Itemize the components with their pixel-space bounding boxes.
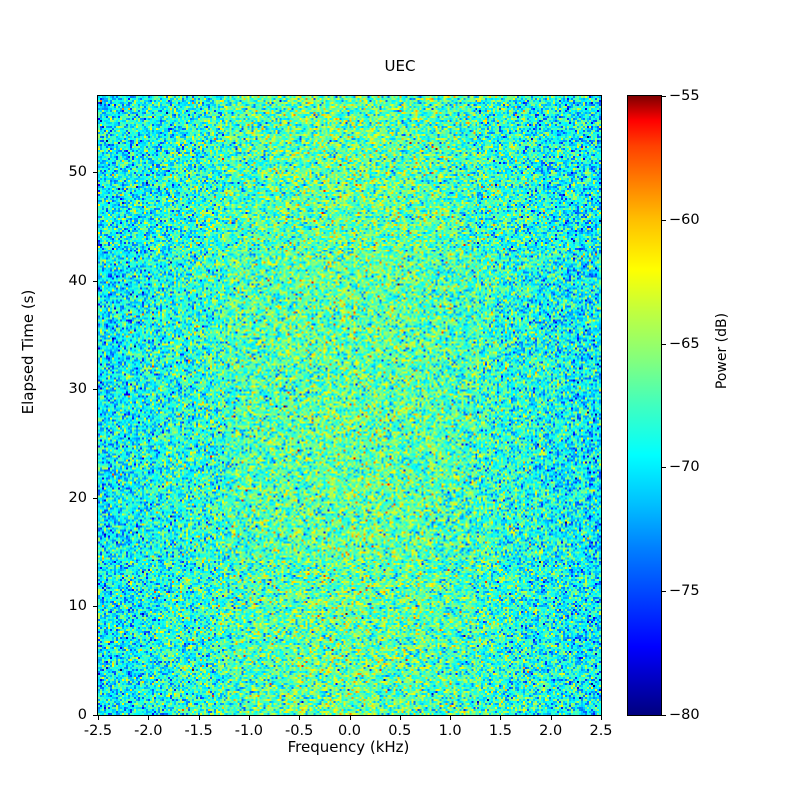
colorbar-tick: [662, 467, 666, 469]
x-axis-tick-label: -2.0: [134, 723, 163, 739]
y-axis-tick-label: 0: [77, 707, 87, 723]
x-axis-tick: [601, 716, 602, 720]
y-axis-tick-label: 50: [68, 164, 87, 181]
colorbar-tick: [662, 715, 666, 716]
colorbar-tick-label: −60: [669, 211, 700, 228]
y-axis-tick: [93, 497, 97, 499]
y-axis-tick-label: 40: [68, 272, 87, 289]
x-axis-tick-label: 1.0: [438, 723, 462, 739]
colorbar-tick-label: −65: [669, 335, 700, 352]
spectrogram-image: [98, 96, 601, 715]
x-axis-tick-label: 0.0: [337, 723, 362, 739]
colorbar-tick: [662, 343, 666, 345]
x-axis-label: Frequency (kHz): [287, 738, 410, 756]
x-axis-tick-label: -1.5: [184, 723, 213, 739]
y-axis-tick: [93, 715, 97, 716]
colorbar-label: Power (dB): [714, 312, 730, 390]
colorbar-tick-label: −75: [669, 583, 700, 600]
colorbar-tick-label: −70: [669, 459, 700, 476]
y-axis-tick: [93, 172, 97, 174]
spectrogram-plot-area[interactable]: [97, 95, 602, 716]
colorbar-tick: [662, 591, 666, 593]
x-axis-tick: [299, 716, 301, 720]
y-axis-tick-label: 30: [68, 381, 87, 398]
colorbar[interactable]: [627, 95, 662, 716]
x-axis-tick-label: 1.5: [488, 723, 512, 739]
x-axis-tick: [399, 716, 401, 720]
colorbar-tick: [662, 96, 666, 97]
x-axis-tick-label: 2.0: [539, 723, 563, 739]
x-axis-tick-label: 0.5: [388, 723, 412, 739]
colorbar-tick: [662, 219, 666, 221]
x-axis-tick-label: -2.5: [83, 723, 113, 739]
x-axis-tick: [450, 716, 452, 720]
y-axis-tick-label: 20: [68, 489, 87, 506]
x-axis-tick: [148, 716, 150, 720]
colorbar-gradient: [628, 96, 661, 715]
x-axis-tick: [98, 716, 99, 720]
y-axis-tick: [93, 606, 97, 608]
x-axis-tick-label: -1.0: [234, 723, 264, 739]
x-axis-tick: [349, 716, 351, 720]
page-title: UEC: [384, 57, 416, 75]
y-axis-tick: [93, 389, 97, 391]
y-axis-tick-label: 10: [68, 598, 87, 615]
y-axis-tick: [93, 280, 97, 282]
x-axis-tick: [198, 716, 200, 720]
x-axis-tick-label: -0.5: [285, 723, 314, 739]
y-axis-label: Elapsed Time (s): [19, 289, 37, 415]
colorbar-tick-label: −80: [669, 707, 700, 723]
x-axis-tick-label: 2.5: [589, 723, 613, 739]
x-axis-tick: [550, 716, 552, 720]
colorbar-tick-label: −55: [669, 88, 700, 104]
x-axis-tick: [248, 716, 250, 720]
x-axis-tick: [500, 716, 502, 720]
